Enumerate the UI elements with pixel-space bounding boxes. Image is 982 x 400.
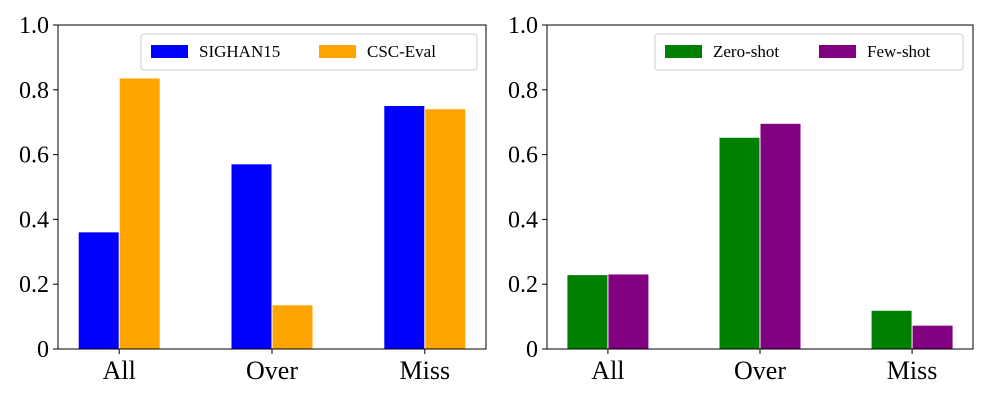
y-tick-label: 0.4 — [19, 207, 49, 233]
y-tick-label: 0.2 — [508, 272, 538, 298]
legend-label: CSC-Eval — [367, 42, 436, 61]
x-tick-label: Miss — [400, 356, 451, 385]
bar-csc-eval-miss — [425, 109, 466, 350]
legend-box — [140, 33, 478, 71]
bar-few-shot-all — [608, 274, 649, 349]
bar-csc-eval-all — [119, 78, 160, 350]
legend-swatch — [319, 45, 356, 58]
legend-label: Few-shot — [867, 42, 931, 61]
bar-zero-shot-over — [719, 137, 760, 349]
chart-panel-1: All Over Miss 0 0.2 0.4 0.6 0.8 1.0 SIGHAN15 CSC-E… — [19, 13, 487, 385]
plot-frame — [57, 24, 487, 350]
x-tick-label: All — [103, 356, 136, 385]
legend-box — [654, 33, 964, 71]
y-tick-label: 0.8 — [19, 78, 49, 104]
y-tick-label: 0.6 — [19, 143, 49, 169]
y-tick-label: 0.4 — [508, 207, 538, 233]
x-tick-label: Over — [246, 356, 298, 385]
plot-frame — [546, 24, 974, 350]
y-tick-label: 1.0 — [508, 13, 538, 39]
bar-csc-eval-over — [272, 305, 313, 349]
bar-sighan15-miss — [384, 106, 425, 349]
bar-few-shot-miss — [912, 325, 953, 349]
legend: SIGHAN15 CSC-Eval — [140, 33, 478, 71]
legend-label: Zero-shot — [713, 42, 779, 61]
x-tick-label: All — [591, 356, 624, 385]
y-tick-label: 0.6 — [508, 143, 538, 169]
legend-swatch — [665, 45, 702, 58]
legend-label: SIGHAN15 — [199, 42, 280, 61]
y-tick-label: 0 — [37, 337, 49, 363]
legend: Zero-shot Few-shot — [654, 33, 964, 71]
legend-swatch — [151, 45, 188, 58]
bar-sighan15-over — [231, 164, 272, 349]
bar-zero-shot-miss — [871, 310, 912, 349]
bar-sighan15-all — [78, 232, 119, 349]
legend-swatch — [819, 45, 856, 58]
chart-panel-2: All Over Miss 0 0.2 0.4 0.6 0.8 1.0 Zero-shot Few-… — [508, 13, 974, 385]
bar-zero-shot-all — [567, 275, 608, 349]
bar-few-shot-over — [760, 123, 801, 349]
y-tick-label: 0.2 — [19, 272, 49, 298]
y-tick-label: 0 — [526, 337, 538, 363]
y-tick-label: 1.0 — [19, 13, 49, 39]
x-tick-label: Over — [734, 356, 786, 385]
x-tick-label: Miss — [887, 356, 938, 385]
y-tick-label: 0.8 — [508, 78, 538, 104]
